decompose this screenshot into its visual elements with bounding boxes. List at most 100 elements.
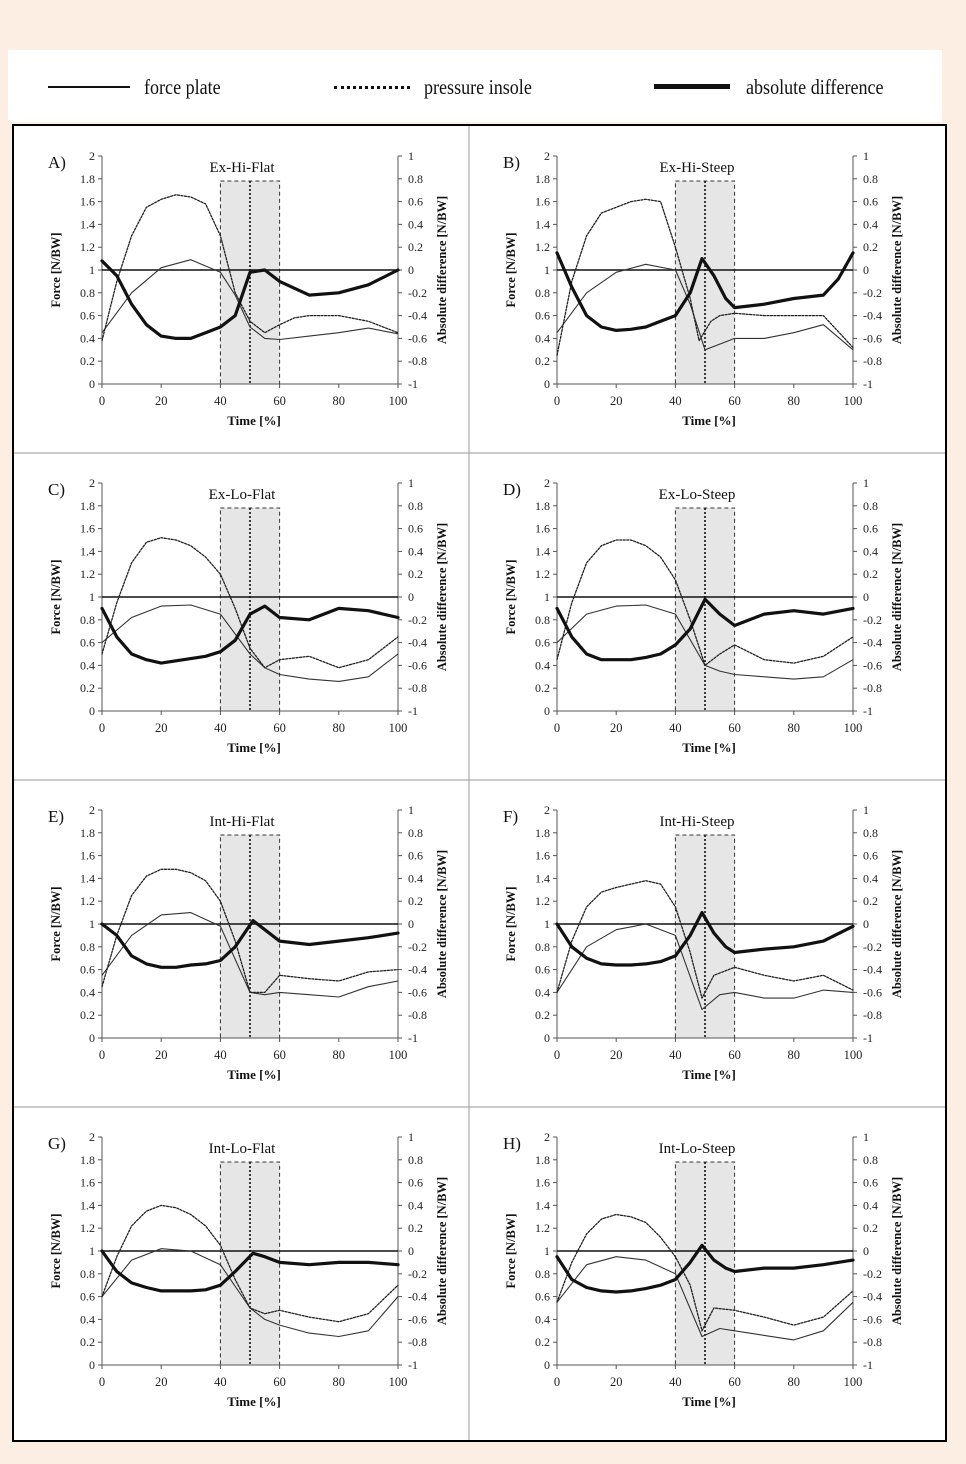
y-tick-label: 1.8: [535, 826, 550, 840]
y-tick-label: 1.6: [80, 522, 95, 536]
x-tick-label: 20: [155, 394, 168, 408]
y2-tick-label: 0: [408, 1244, 414, 1258]
y-tick-label: 2: [544, 803, 550, 817]
y2-tick-label: 1: [863, 149, 869, 163]
y2-tick-label: 0: [408, 590, 414, 604]
y2-tick-label: -0.8: [863, 1008, 882, 1022]
y-tick-label: 0.6: [80, 636, 95, 650]
y-tick-label: 0.2: [80, 1335, 95, 1349]
x-axis-title: Time [%]: [682, 740, 736, 755]
y2-tick-label: -0.8: [863, 1335, 882, 1349]
x-tick-label: 20: [155, 1375, 168, 1389]
x-tick-label: 20: [610, 1375, 623, 1389]
y-tick-label: 1: [89, 1244, 95, 1258]
panel-letter: C): [48, 480, 65, 499]
y2-tick-label: 0.6: [408, 522, 423, 536]
series-absolute-difference: [555, 911, 855, 967]
legend-swatch-dotted: [334, 86, 410, 89]
x-tick-label: 100: [389, 394, 408, 408]
series-force-plate: [101, 604, 399, 682]
y-tick-label: 1.2: [535, 1221, 550, 1235]
y2-axis-title: Absolute difference [N/BW]: [890, 850, 904, 998]
y-tick-label: 0.6: [80, 963, 95, 977]
y2-tick-label: -0.2: [408, 613, 427, 627]
y2-tick-label: -1: [408, 1031, 418, 1045]
y2-tick-label: -0.4: [863, 309, 882, 323]
y2-tick-label: -0.6: [863, 658, 882, 672]
y-tick-label: 0.2: [535, 681, 550, 695]
y-tick-label: 1.8: [535, 172, 550, 186]
y-tick-label: 1.2: [80, 240, 95, 254]
y-tick-label: 1: [89, 263, 95, 277]
y2-tick-label: -0.4: [408, 1290, 427, 1304]
y2-tick-label: 0.8: [863, 1153, 878, 1167]
y-tick-label: 0: [544, 1358, 550, 1372]
y2-axis-title: Absolute difference [N/BW]: [890, 523, 904, 671]
y-tick-label: 1.2: [80, 567, 95, 581]
y2-tick-label: 0.8: [408, 1153, 423, 1167]
series-absolute-difference: [100, 604, 400, 665]
x-tick-label: 0: [554, 721, 560, 735]
series-force-plate: [556, 1256, 854, 1341]
y-tick-label: 2: [89, 476, 95, 490]
y-tick-label: 0.4: [535, 985, 550, 999]
x-tick-label: 80: [788, 1375, 801, 1389]
x-tick-label: 80: [788, 1048, 801, 1062]
x-tick-label: 40: [669, 1048, 682, 1062]
x-tick-label: 40: [669, 394, 682, 408]
y-tick-label: 0: [89, 1031, 95, 1045]
y2-tick-label: -1: [863, 1031, 873, 1045]
x-axis-title: Time [%]: [227, 413, 281, 428]
y2-tick-label: 0.4: [408, 1198, 423, 1212]
y2-tick-label: 1: [863, 476, 869, 490]
panel-title: Ex-Hi-Flat: [210, 160, 276, 176]
y-tick-label: 0: [544, 377, 550, 391]
y2-tick-label: -0.6: [408, 1312, 427, 1326]
y2-tick-label: 0.6: [863, 522, 878, 536]
y2-tick-label: -0.6: [408, 658, 427, 672]
y-tick-label: 0.6: [535, 309, 550, 323]
y-tick-label: 1.2: [80, 1221, 95, 1235]
y-tick-label: 1.6: [535, 195, 550, 209]
y-tick-label: 2: [544, 476, 550, 490]
y2-tick-label: -0.6: [863, 1312, 882, 1326]
x-tick-label: 40: [214, 394, 227, 408]
series-pressure-insole: [556, 880, 854, 999]
y2-tick-label: 0.2: [408, 1221, 423, 1235]
y2-tick-label: 0: [408, 263, 414, 277]
y-tick-label: 1.6: [80, 195, 95, 209]
y-tick-label: 1.2: [535, 567, 550, 581]
series-force-plate: [101, 1248, 399, 1338]
x-tick-label: 100: [844, 1375, 863, 1389]
y2-axis-title: Absolute difference [N/BW]: [435, 523, 449, 671]
y2-tick-label: -0.8: [863, 354, 882, 368]
y2-tick-label: 0.2: [408, 567, 423, 581]
x-tick-label: 20: [610, 721, 623, 735]
y2-axis-title: Absolute difference [N/BW]: [435, 850, 449, 998]
x-axis-title: Time [%]: [227, 1067, 281, 1082]
y-tick-label: 0.8: [80, 940, 95, 954]
y2-tick-label: 0.6: [863, 195, 878, 209]
y-tick-label: 0: [544, 1031, 550, 1045]
y-tick-label: 1.4: [535, 544, 550, 558]
panel-title: Int-Hi-Flat: [210, 814, 276, 830]
x-tick-label: 60: [728, 394, 741, 408]
x-tick-label: 20: [155, 721, 168, 735]
y-tick-label: 0.8: [80, 613, 95, 627]
series-pressure-insole: [101, 1204, 399, 1323]
y2-tick-label: 0: [863, 263, 869, 277]
x-tick-label: 40: [214, 721, 227, 735]
x-tick-label: 60: [273, 1375, 286, 1389]
x-tick-label: 0: [554, 1375, 560, 1389]
y-tick-label: 1: [544, 917, 550, 931]
x-tick-label: 80: [333, 1375, 346, 1389]
y2-tick-label: -0.6: [863, 985, 882, 999]
x-tick-label: 40: [669, 1375, 682, 1389]
y-axis-title: Force [N/BW]: [49, 886, 63, 961]
y2-tick-label: -0.2: [863, 286, 882, 300]
y-tick-label: 1: [544, 1244, 550, 1258]
legend-label-pressure-insole: pressure insole: [424, 75, 532, 99]
y-axis-title: Force [N/BW]: [504, 886, 518, 961]
y2-tick-label: -0.8: [863, 681, 882, 695]
x-tick-label: 0: [554, 394, 560, 408]
